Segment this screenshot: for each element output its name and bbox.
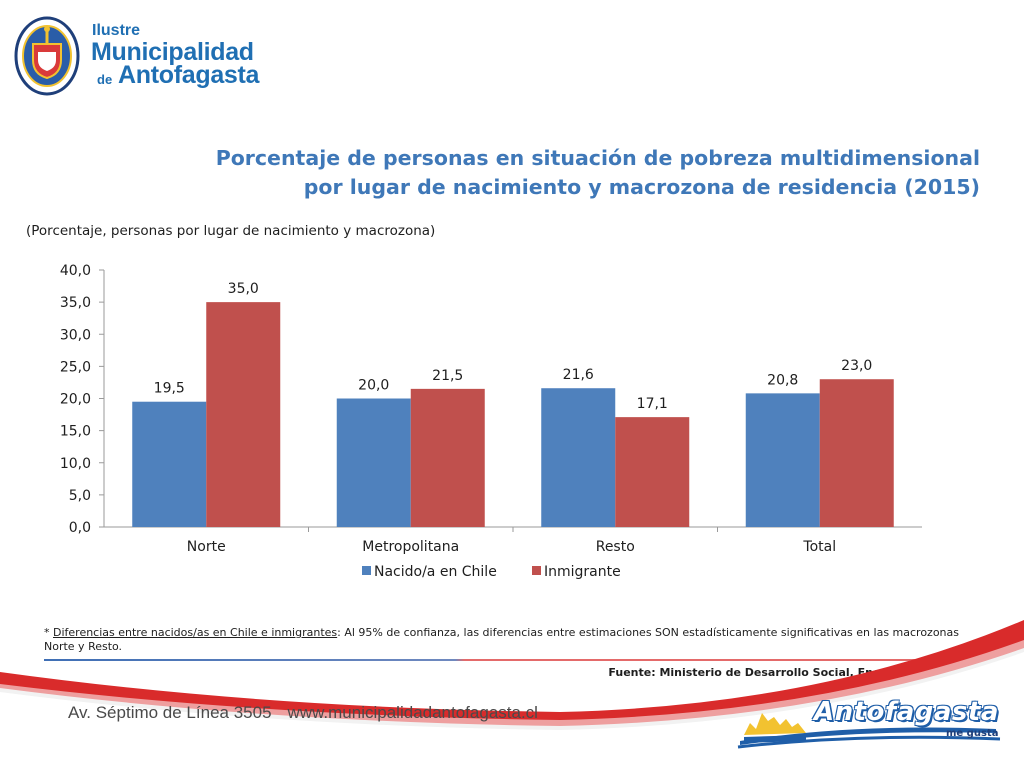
city-tagline: me gusta bbox=[946, 728, 999, 739]
data-label: 19,5 bbox=[154, 381, 185, 397]
legend-swatch bbox=[362, 566, 371, 575]
data-label: 21,6 bbox=[563, 367, 594, 383]
data-label: 35,0 bbox=[228, 281, 259, 297]
data-label: 17,1 bbox=[637, 396, 668, 412]
y-tick-label: 30,0 bbox=[60, 327, 91, 343]
bar bbox=[410, 388, 485, 527]
city-logo-word: Antofagasta bbox=[814, 697, 999, 727]
municipality-seal-icon bbox=[14, 16, 80, 96]
y-tick-label: 15,0 bbox=[60, 424, 91, 440]
address-text: Av. Séptimo de Línea 3505 bbox=[68, 703, 272, 722]
legend-swatch bbox=[532, 566, 541, 575]
website-link[interactable]: www.municipalidadantofagasta.cl bbox=[287, 703, 538, 722]
data-label: 23,0 bbox=[841, 358, 872, 374]
logo-word-ilustre: Ilustre bbox=[92, 22, 141, 39]
municipality-logo: Ilustre Municipalidad de Antofagasta bbox=[14, 14, 284, 100]
data-label: 21,5 bbox=[432, 368, 463, 384]
bar bbox=[541, 388, 616, 527]
y-tick-label: 0,0 bbox=[69, 520, 91, 536]
bar bbox=[819, 379, 894, 527]
bar-chart: 0,0 5,0 10,0 15,0 20,0 25,0 30,0 35,0 40,0 Norte… bbox=[60, 263, 922, 580]
divider-line bbox=[44, 659, 1000, 661]
y-tick-label: 25,0 bbox=[60, 359, 91, 375]
bars: 19,5 35,0 20,0 21,5 21,6 17,1 20,8 23,0 bbox=[132, 281, 894, 527]
y-tick-label: 20,0 bbox=[60, 392, 91, 408]
y-axis: 0,0 5,0 10,0 15,0 20,0 25,0 30,0 35,0 40,0 bbox=[60, 263, 105, 536]
source-note: Fuente: Ministerio de Desarrollo Social,… bbox=[608, 666, 998, 679]
legend: Nacido/a en Chile Inmigrante bbox=[362, 564, 621, 580]
y-tick-label: 10,0 bbox=[60, 456, 91, 472]
data-label: 20,8 bbox=[767, 372, 798, 388]
footnote: * Diferencias entre nacidos/as en Chile … bbox=[44, 626, 984, 654]
bar bbox=[745, 393, 820, 527]
bar bbox=[615, 417, 690, 527]
bar bbox=[132, 401, 207, 527]
logo-word-antofagasta: Antofagasta bbox=[118, 61, 260, 89]
chart-title: Porcentaje de personas en situación de p… bbox=[20, 144, 980, 202]
legend-label: Inmigrante bbox=[544, 564, 621, 580]
x-tick-label: Metropolitana bbox=[362, 539, 459, 555]
data-label: 20,0 bbox=[358, 378, 389, 394]
x-tick-label: Resto bbox=[596, 539, 635, 555]
chart-title-line-2: por lugar de nacimiento y macrozona de r… bbox=[303, 175, 980, 199]
city-skyline-icon bbox=[737, 713, 1001, 749]
x-tick-label: Norte bbox=[187, 539, 226, 555]
logo-word-de: de bbox=[97, 72, 113, 87]
x-axis: Norte Metropolitana Resto Total bbox=[104, 526, 922, 555]
logo-word-municipalidad: Municipalidad bbox=[91, 38, 254, 66]
chart-subtitle: (Porcentaje, personas por lugar de nacim… bbox=[26, 223, 436, 239]
y-tick-label: 35,0 bbox=[60, 295, 91, 311]
bar bbox=[336, 398, 411, 527]
city-logo: Antofagasta me gusta bbox=[734, 693, 1004, 755]
y-tick-label: 5,0 bbox=[69, 488, 91, 504]
footnote-star: * bbox=[44, 626, 53, 639]
y-tick-label: 40,0 bbox=[60, 263, 91, 279]
footer-address: Av. Séptimo de Línea 3505 www.municipalid… bbox=[68, 703, 538, 723]
footnote-underlined-text: Diferencias entre nacidos/as en Chile e … bbox=[53, 626, 338, 639]
chart-title-line-1: Porcentaje de personas en situación de p… bbox=[215, 146, 980, 170]
x-tick-label: Total bbox=[802, 539, 836, 555]
legend-label: Nacido/a en Chile bbox=[374, 564, 497, 580]
bar bbox=[206, 302, 281, 527]
